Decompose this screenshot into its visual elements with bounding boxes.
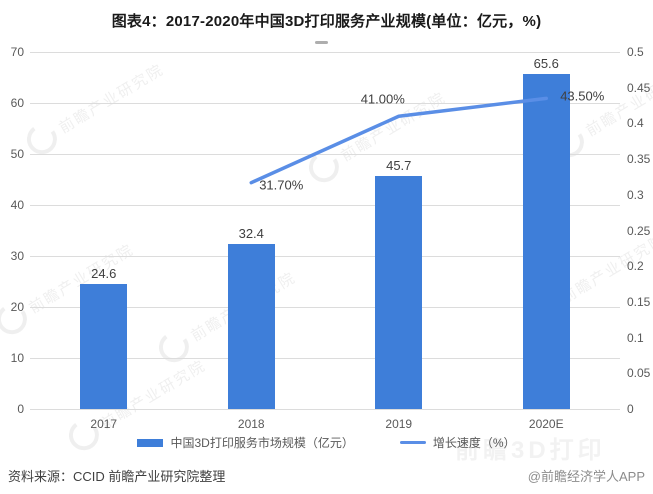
y-axis-right-tick: 0.15 xyxy=(627,294,651,309)
legend-item-growth-rate: 增长速度（%） xyxy=(399,434,516,451)
y-axis-right-tick: 0.3 xyxy=(627,187,644,202)
y-axis-left-tick: 10 xyxy=(10,351,24,365)
line-series-swatch xyxy=(399,441,426,444)
x-axis-label-2018: 2018 xyxy=(237,417,265,431)
bar-series-swatch xyxy=(137,438,164,447)
bar-value-label: 32.4 xyxy=(238,225,264,241)
line-point-label: 43.50% xyxy=(560,88,605,104)
y-axis-right-tick: 0.25 xyxy=(627,223,651,238)
gridline xyxy=(30,408,620,410)
gridline xyxy=(30,204,620,206)
bar-value-label: 65.6 xyxy=(533,56,559,72)
gridline xyxy=(30,255,620,257)
gridline xyxy=(30,153,620,155)
y-axis-left-tick: 40 xyxy=(10,198,24,212)
legend-item-market-size: 中国3D打印服务市场规模（亿元） xyxy=(137,434,354,451)
decoration-dash xyxy=(315,41,328,44)
y-axis-right-tick: 0.4 xyxy=(627,116,644,131)
credit-note: @前瞻经济学人APP xyxy=(527,469,645,484)
y-axis-right-tick: 0.5 xyxy=(627,45,644,59)
bar-2020E xyxy=(522,74,570,409)
x-axis-label-2019: 2019 xyxy=(385,417,413,431)
source-note: 资料来源：CCID 前瞻产业研究院整理 xyxy=(8,469,226,484)
bar-value-label: 45.7 xyxy=(386,157,412,173)
y-axis-left-tick: 50 xyxy=(10,147,24,161)
line-point-label: 31.70% xyxy=(259,177,304,193)
y-axis-left-tick: 0 xyxy=(17,402,24,416)
y-axis-right-tick: 0.45 xyxy=(627,80,651,95)
gridline xyxy=(30,357,620,359)
x-axis-label-2020E: 2020E xyxy=(528,417,564,431)
legend-label: 增长速度（%） xyxy=(432,436,516,450)
y-axis-right-tick: 0.05 xyxy=(627,366,651,381)
y-axis-right-tick: 0.1 xyxy=(627,330,644,345)
y-axis-left-tick: 70 xyxy=(10,45,24,59)
gridline xyxy=(30,306,620,308)
y-axis-right-tick: 0.2 xyxy=(627,259,644,274)
y-axis-right-tick: 0 xyxy=(627,402,634,416)
y-axis-left-tick: 20 xyxy=(10,300,24,314)
legend: 中国3D打印服务市场规模（亿元） 增长速度（%） xyxy=(0,434,653,451)
legend-label: 中国3D打印服务市场规模（亿元） xyxy=(170,436,354,450)
bar-2017 xyxy=(80,283,128,409)
gridline xyxy=(30,102,620,104)
x-axis-label-2017: 2017 xyxy=(90,417,118,431)
bar-value-label: 24.6 xyxy=(91,265,117,281)
gridline xyxy=(30,51,620,53)
y-axis-left-tick: 30 xyxy=(10,249,24,263)
chart-title: 图表4：2017-2020年中国3D打印服务产业规模(单位：亿元，%) xyxy=(111,13,542,30)
y-axis-left-tick: 60 xyxy=(10,96,24,110)
bar-2018 xyxy=(227,243,275,409)
y-axis-right-tick: 0.35 xyxy=(627,152,651,167)
line-point-label: 41.00% xyxy=(360,91,405,107)
bar-2019 xyxy=(375,175,423,409)
